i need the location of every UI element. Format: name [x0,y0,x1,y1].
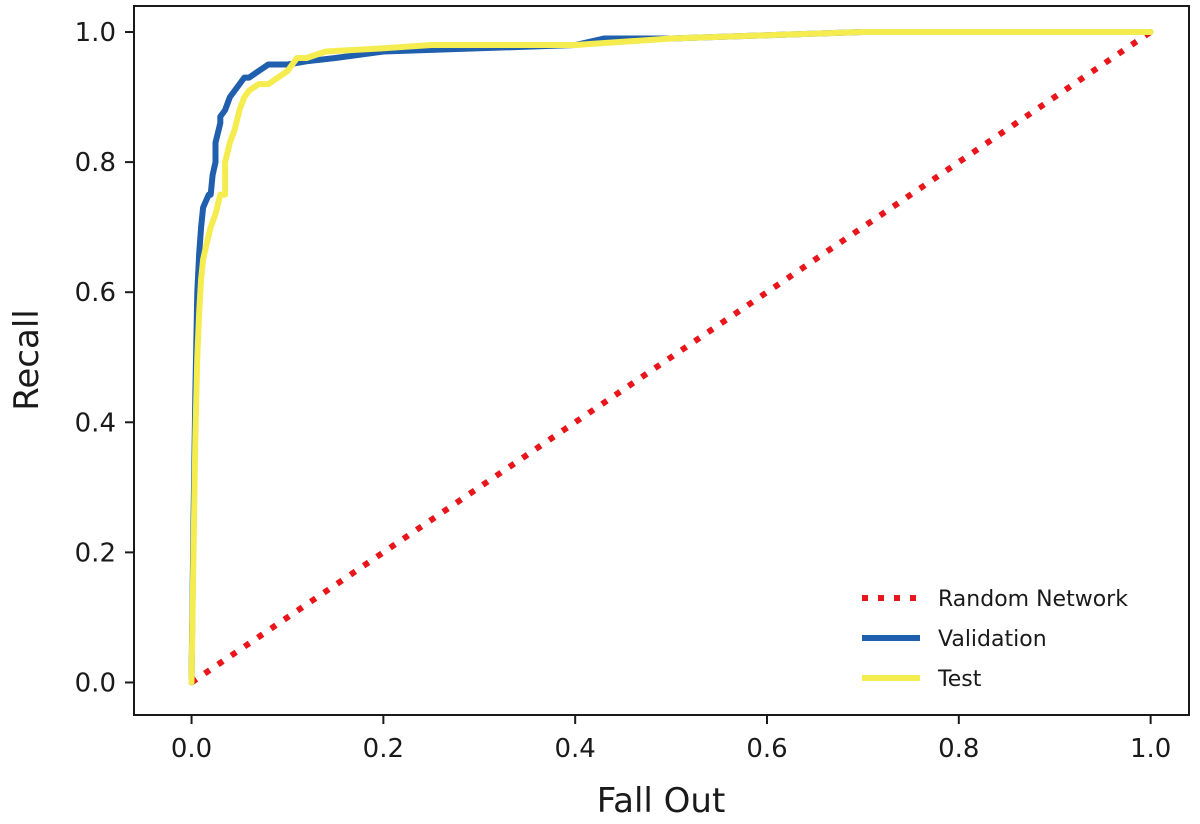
x-tick-label: 0.8 [938,734,979,764]
x-tick-label: 0.2 [363,734,404,764]
legend: Random Network Validation Test [862,587,1128,692]
x-axis-title: Fall Out [597,781,726,821]
x-tick-label: 0.4 [555,734,596,764]
legend-label-random-network: Random Network [938,587,1128,612]
y-tick-label: 0.4 [75,408,116,438]
plot-frame [133,5,1190,716]
series-line-test [188,29,1154,686]
plot-content [188,29,1154,686]
y-axis: 0.0 0.2 0.4 0.6 0.8 1.0 [75,18,134,698]
legend-label-validation: Validation [938,627,1047,652]
y-tick-label: 0.2 [75,538,116,568]
y-tick-label: 0.8 [75,148,116,178]
y-tick-label: 0.0 [75,668,116,698]
x-tick-label: 0.0 [171,734,212,764]
series-line-validation [188,29,1154,686]
x-tick-label: 0.6 [746,734,787,764]
y-tick-label: 1.0 [75,18,116,48]
x-axis: 0.0 0.2 0.4 0.6 0.8 1.0 [171,715,1171,764]
legend-label-test: Test [937,667,982,692]
series-line-random-network [189,29,1153,685]
x-tick-label: 1.0 [1130,734,1171,764]
y-axis-title: Recall [7,309,47,410]
y-tick-label: 0.6 [75,278,116,308]
